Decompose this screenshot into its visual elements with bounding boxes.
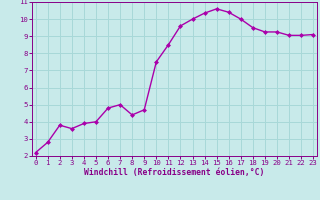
X-axis label: Windchill (Refroidissement éolien,°C): Windchill (Refroidissement éolien,°C)	[84, 168, 265, 177]
